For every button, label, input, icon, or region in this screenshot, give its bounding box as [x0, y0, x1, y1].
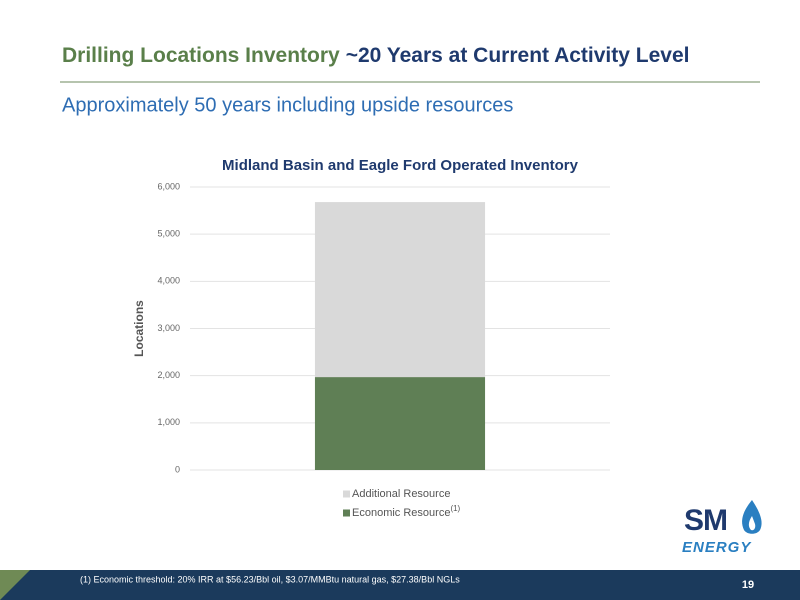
- legend-label: Economic Resource(1): [352, 504, 461, 519]
- legend-swatch: [343, 509, 350, 517]
- legend-superscript: (1): [450, 504, 460, 513]
- footnote: (1) Economic threshold: 20% IRR at $56.2…: [80, 574, 460, 584]
- legend-name: Economic Resource: [352, 507, 450, 519]
- logo-top: SM: [684, 504, 727, 537]
- legend-label: Additional Resource: [352, 488, 450, 500]
- bar-segment: [314, 377, 486, 470]
- y-tick-label: 2,000: [157, 370, 180, 380]
- bar-segment: [314, 202, 486, 378]
- chart-title: Midland Basin and Eagle Ford Operated In…: [222, 157, 579, 174]
- y-tick-label: 0: [175, 464, 180, 474]
- y-tick-label: 1,000: [157, 417, 180, 427]
- y-tick-label: 6,000: [157, 181, 180, 191]
- title-part: ~20 Years at Current Activity Level: [346, 44, 690, 67]
- title-part: Drilling Locations Inventory: [62, 44, 340, 67]
- y-tick-label: 4,000: [157, 276, 180, 286]
- logo-bottom: ENERGY: [682, 539, 752, 556]
- logo: SM ENERGY: [682, 500, 762, 556]
- chart: Midland Basin and Eagle Ford Operated In…: [132, 157, 610, 519]
- footer-accent: [0, 570, 30, 600]
- logo-flame-inner: [748, 516, 756, 531]
- legend-swatch: [343, 490, 350, 498]
- subtitle: Approximately 50 years including upside …: [62, 94, 513, 116]
- legend-name: Additional Resource: [352, 488, 450, 500]
- y-tick-label: 5,000: [157, 229, 180, 239]
- slide-title: Drilling Locations Inventory ~20 Years at…: [62, 44, 689, 67]
- page-number: 19: [742, 579, 754, 591]
- y-tick-label: 3,000: [157, 323, 180, 333]
- footer-bar: [0, 570, 800, 600]
- y-axis-label: Locations: [132, 300, 146, 357]
